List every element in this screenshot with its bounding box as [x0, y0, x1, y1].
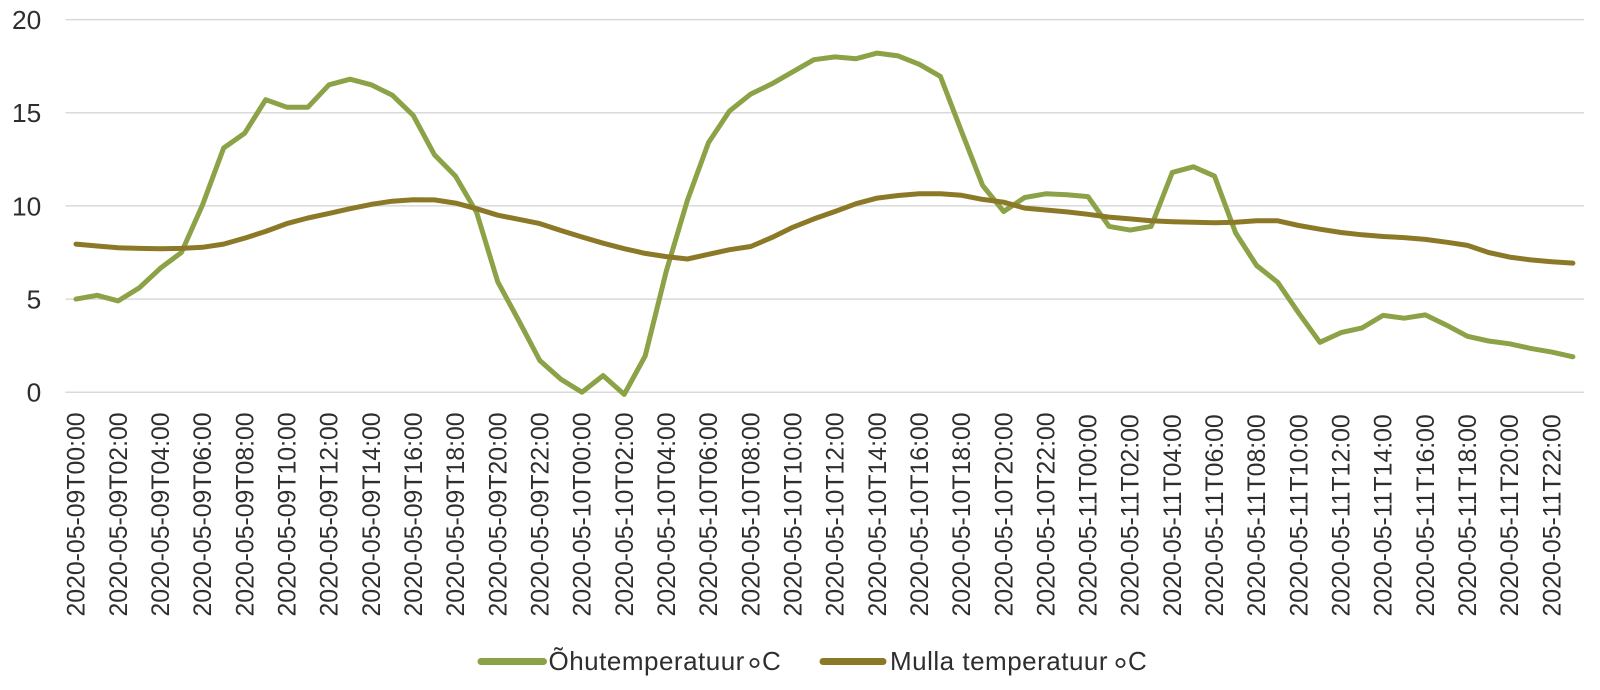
svg-text:2020-05-10T04:00: 2020-05-10T04:00 [654, 412, 681, 616]
svg-text:5: 5 [27, 284, 42, 314]
svg-text:2020-05-09T04:00: 2020-05-09T04:00 [148, 412, 175, 616]
svg-text:2020-05-11T08:00: 2020-05-11T08:00 [1244, 414, 1271, 616]
svg-text:2020-05-10T16:00: 2020-05-10T16:00 [907, 412, 934, 616]
svg-text:Õhutemperatuur: Õhutemperatuur [549, 646, 745, 676]
svg-text:2020-05-10T18:00: 2020-05-10T18:00 [949, 412, 976, 616]
svg-text:2020-05-10T00:00: 2020-05-10T00:00 [570, 412, 597, 616]
svg-text:2020-05-09T14:00: 2020-05-09T14:00 [359, 412, 386, 616]
svg-text:2020-05-11T06:00: 2020-05-11T06:00 [1202, 414, 1229, 616]
svg-text:2020-05-11T10:00: 2020-05-11T10:00 [1286, 414, 1313, 616]
svg-text:15: 15 [12, 98, 41, 128]
svg-text:2020-05-11T12:00: 2020-05-11T12:00 [1329, 414, 1356, 616]
svg-text:2020-05-10T20:00: 2020-05-10T20:00 [991, 412, 1018, 616]
svg-text:2020-05-10T02:00: 2020-05-10T02:00 [612, 412, 639, 616]
svg-text:10: 10 [12, 191, 41, 221]
svg-text:2020-05-11T18:00: 2020-05-11T18:00 [1455, 414, 1482, 616]
svg-text:C: C [1128, 646, 1147, 676]
svg-text:Mulla temperatuur: Mulla temperatuur [890, 646, 1108, 676]
svg-text:2020-05-09T20:00: 2020-05-09T20:00 [485, 412, 512, 616]
svg-text:0: 0 [27, 378, 42, 408]
svg-text:2020-05-11T22:00: 2020-05-11T22:00 [1539, 414, 1566, 616]
svg-text:2020-05-10T22:00: 2020-05-10T22:00 [1033, 412, 1060, 616]
svg-text:2020-05-09T18:00: 2020-05-09T18:00 [443, 412, 470, 616]
svg-text:2020-05-10T10:00: 2020-05-10T10:00 [780, 412, 807, 616]
svg-text:2020-05-09T22:00: 2020-05-09T22:00 [527, 412, 554, 616]
svg-text:2020-05-11T04:00: 2020-05-11T04:00 [1160, 414, 1187, 616]
svg-text:2020-05-09T12:00: 2020-05-09T12:00 [317, 412, 344, 616]
svg-text:2020-05-11T02:00: 2020-05-11T02:00 [1118, 414, 1145, 616]
svg-text:2020-05-09T10:00: 2020-05-09T10:00 [274, 412, 301, 616]
svg-text:2020-05-11T20:00: 2020-05-11T20:00 [1497, 414, 1524, 616]
svg-text:2020-05-11T00:00: 2020-05-11T00:00 [1076, 414, 1103, 616]
svg-text:2020-05-10T08:00: 2020-05-10T08:00 [738, 412, 765, 616]
svg-text:2020-05-09T16:00: 2020-05-09T16:00 [401, 412, 428, 616]
svg-text:2020-05-09T02:00: 2020-05-09T02:00 [106, 412, 133, 616]
svg-text:2020-05-11T14:00: 2020-05-11T14:00 [1371, 414, 1398, 616]
svg-text:2020-05-10T12:00: 2020-05-10T12:00 [823, 412, 850, 616]
svg-text:2020-05-10T06:00: 2020-05-10T06:00 [696, 412, 723, 616]
svg-text:2020-05-11T16:00: 2020-05-11T16:00 [1413, 414, 1440, 616]
svg-text:2020-05-09T06:00: 2020-05-09T06:00 [190, 412, 217, 616]
svg-text:2020-05-09T08:00: 2020-05-09T08:00 [232, 412, 259, 616]
svg-text:2020-05-10T14:00: 2020-05-10T14:00 [865, 412, 892, 616]
svg-text:C: C [762, 646, 781, 676]
svg-text:2020-05-09T00:00: 2020-05-09T00:00 [64, 412, 91, 616]
svg-text:20: 20 [12, 5, 41, 35]
